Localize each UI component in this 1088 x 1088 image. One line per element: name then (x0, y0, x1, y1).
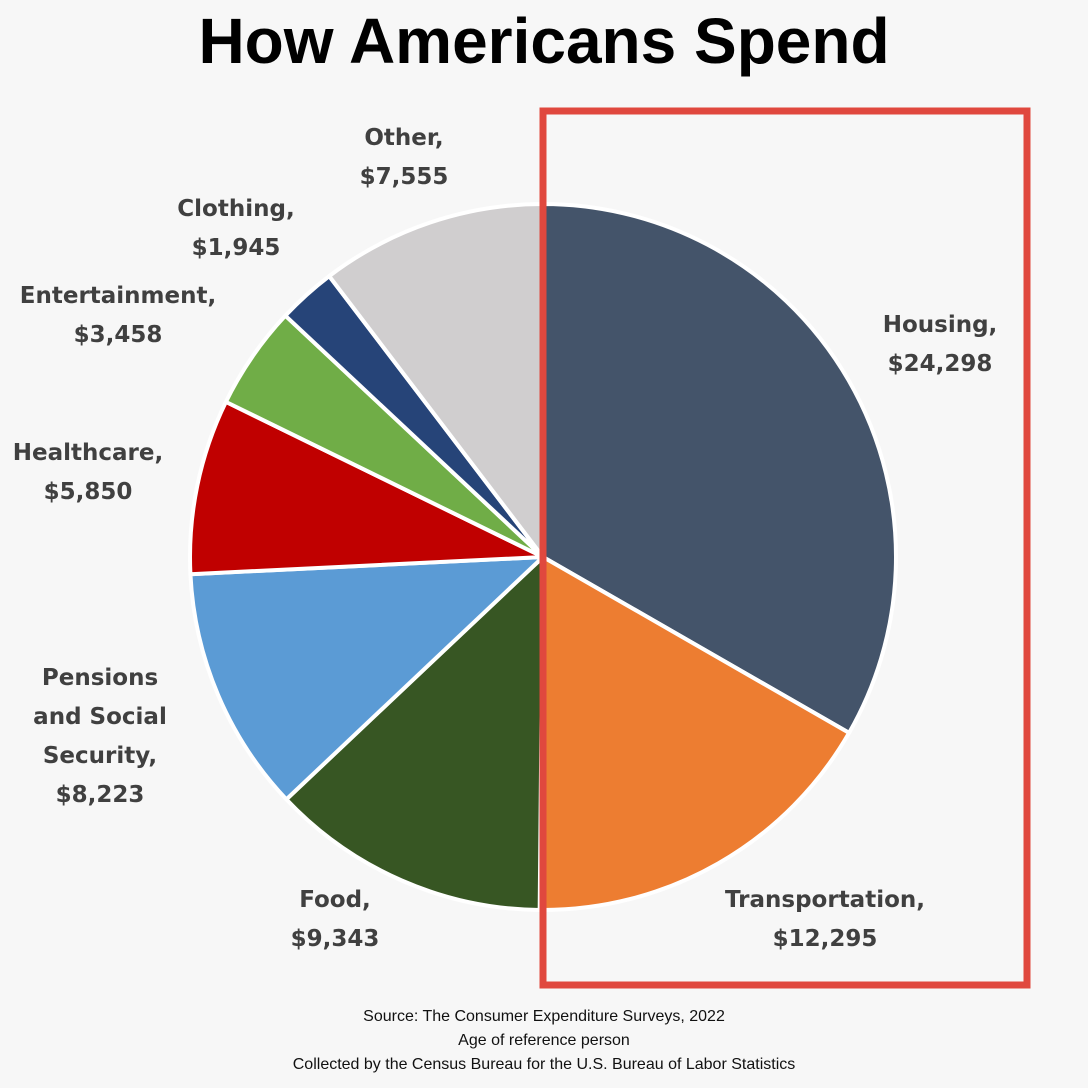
data-label: Food, $9,343 (291, 881, 380, 959)
label-value: $8,223 (55, 782, 145, 808)
data-label: Clothing, $1,945 (177, 190, 294, 268)
label-category: Pensions and Social Security, (33, 665, 167, 769)
label-category: Food, (299, 887, 371, 913)
label-value: $5,850 (43, 479, 133, 505)
note: Source: The Consumer Expenditure Surveys… (363, 1008, 725, 1025)
source-notes: Source: The Consumer Expenditure Surveys… (0, 1005, 1088, 1077)
label-category: Other, (364, 125, 444, 151)
label-category: Transportation, (724, 887, 926, 913)
data-label: Transportation, $12,295 (725, 881, 925, 959)
pie-slice (188, 399, 545, 577)
pie-slice (188, 555, 545, 802)
pie-slice (541, 202, 898, 735)
data-label: Housing, $24,298 (883, 306, 998, 384)
chart-title: How Americans Spend (198, 5, 890, 77)
label-category: Entertainment, (19, 283, 217, 309)
label-category: Housing, (882, 312, 998, 338)
data-label: Other, $7,555 (360, 119, 449, 197)
label-value: $7,555 (359, 164, 449, 190)
label-value: $12,295 (772, 926, 878, 952)
note: Collected by the Census Bureau for the U… (292, 1056, 796, 1073)
note: Age of reference person (458, 1032, 630, 1049)
label-value: $9,343 (290, 926, 380, 952)
label-value: $24,298 (887, 351, 993, 377)
pie-slice (537, 555, 852, 912)
label-category: Clothing, (177, 196, 295, 222)
data-label: Entertainment, $3,458 (20, 277, 216, 355)
data-label: Pensions and Social Security, $8,223 (25, 659, 175, 815)
label-value: $1,945 (191, 235, 281, 261)
label-value: $3,458 (73, 322, 163, 348)
highlight-box (539, 107, 1031, 989)
pie-slice (327, 202, 545, 559)
pie-slice (284, 555, 545, 912)
data-label: Healthcare, $5,850 (13, 434, 163, 512)
label-category: Healthcare, (12, 440, 164, 466)
